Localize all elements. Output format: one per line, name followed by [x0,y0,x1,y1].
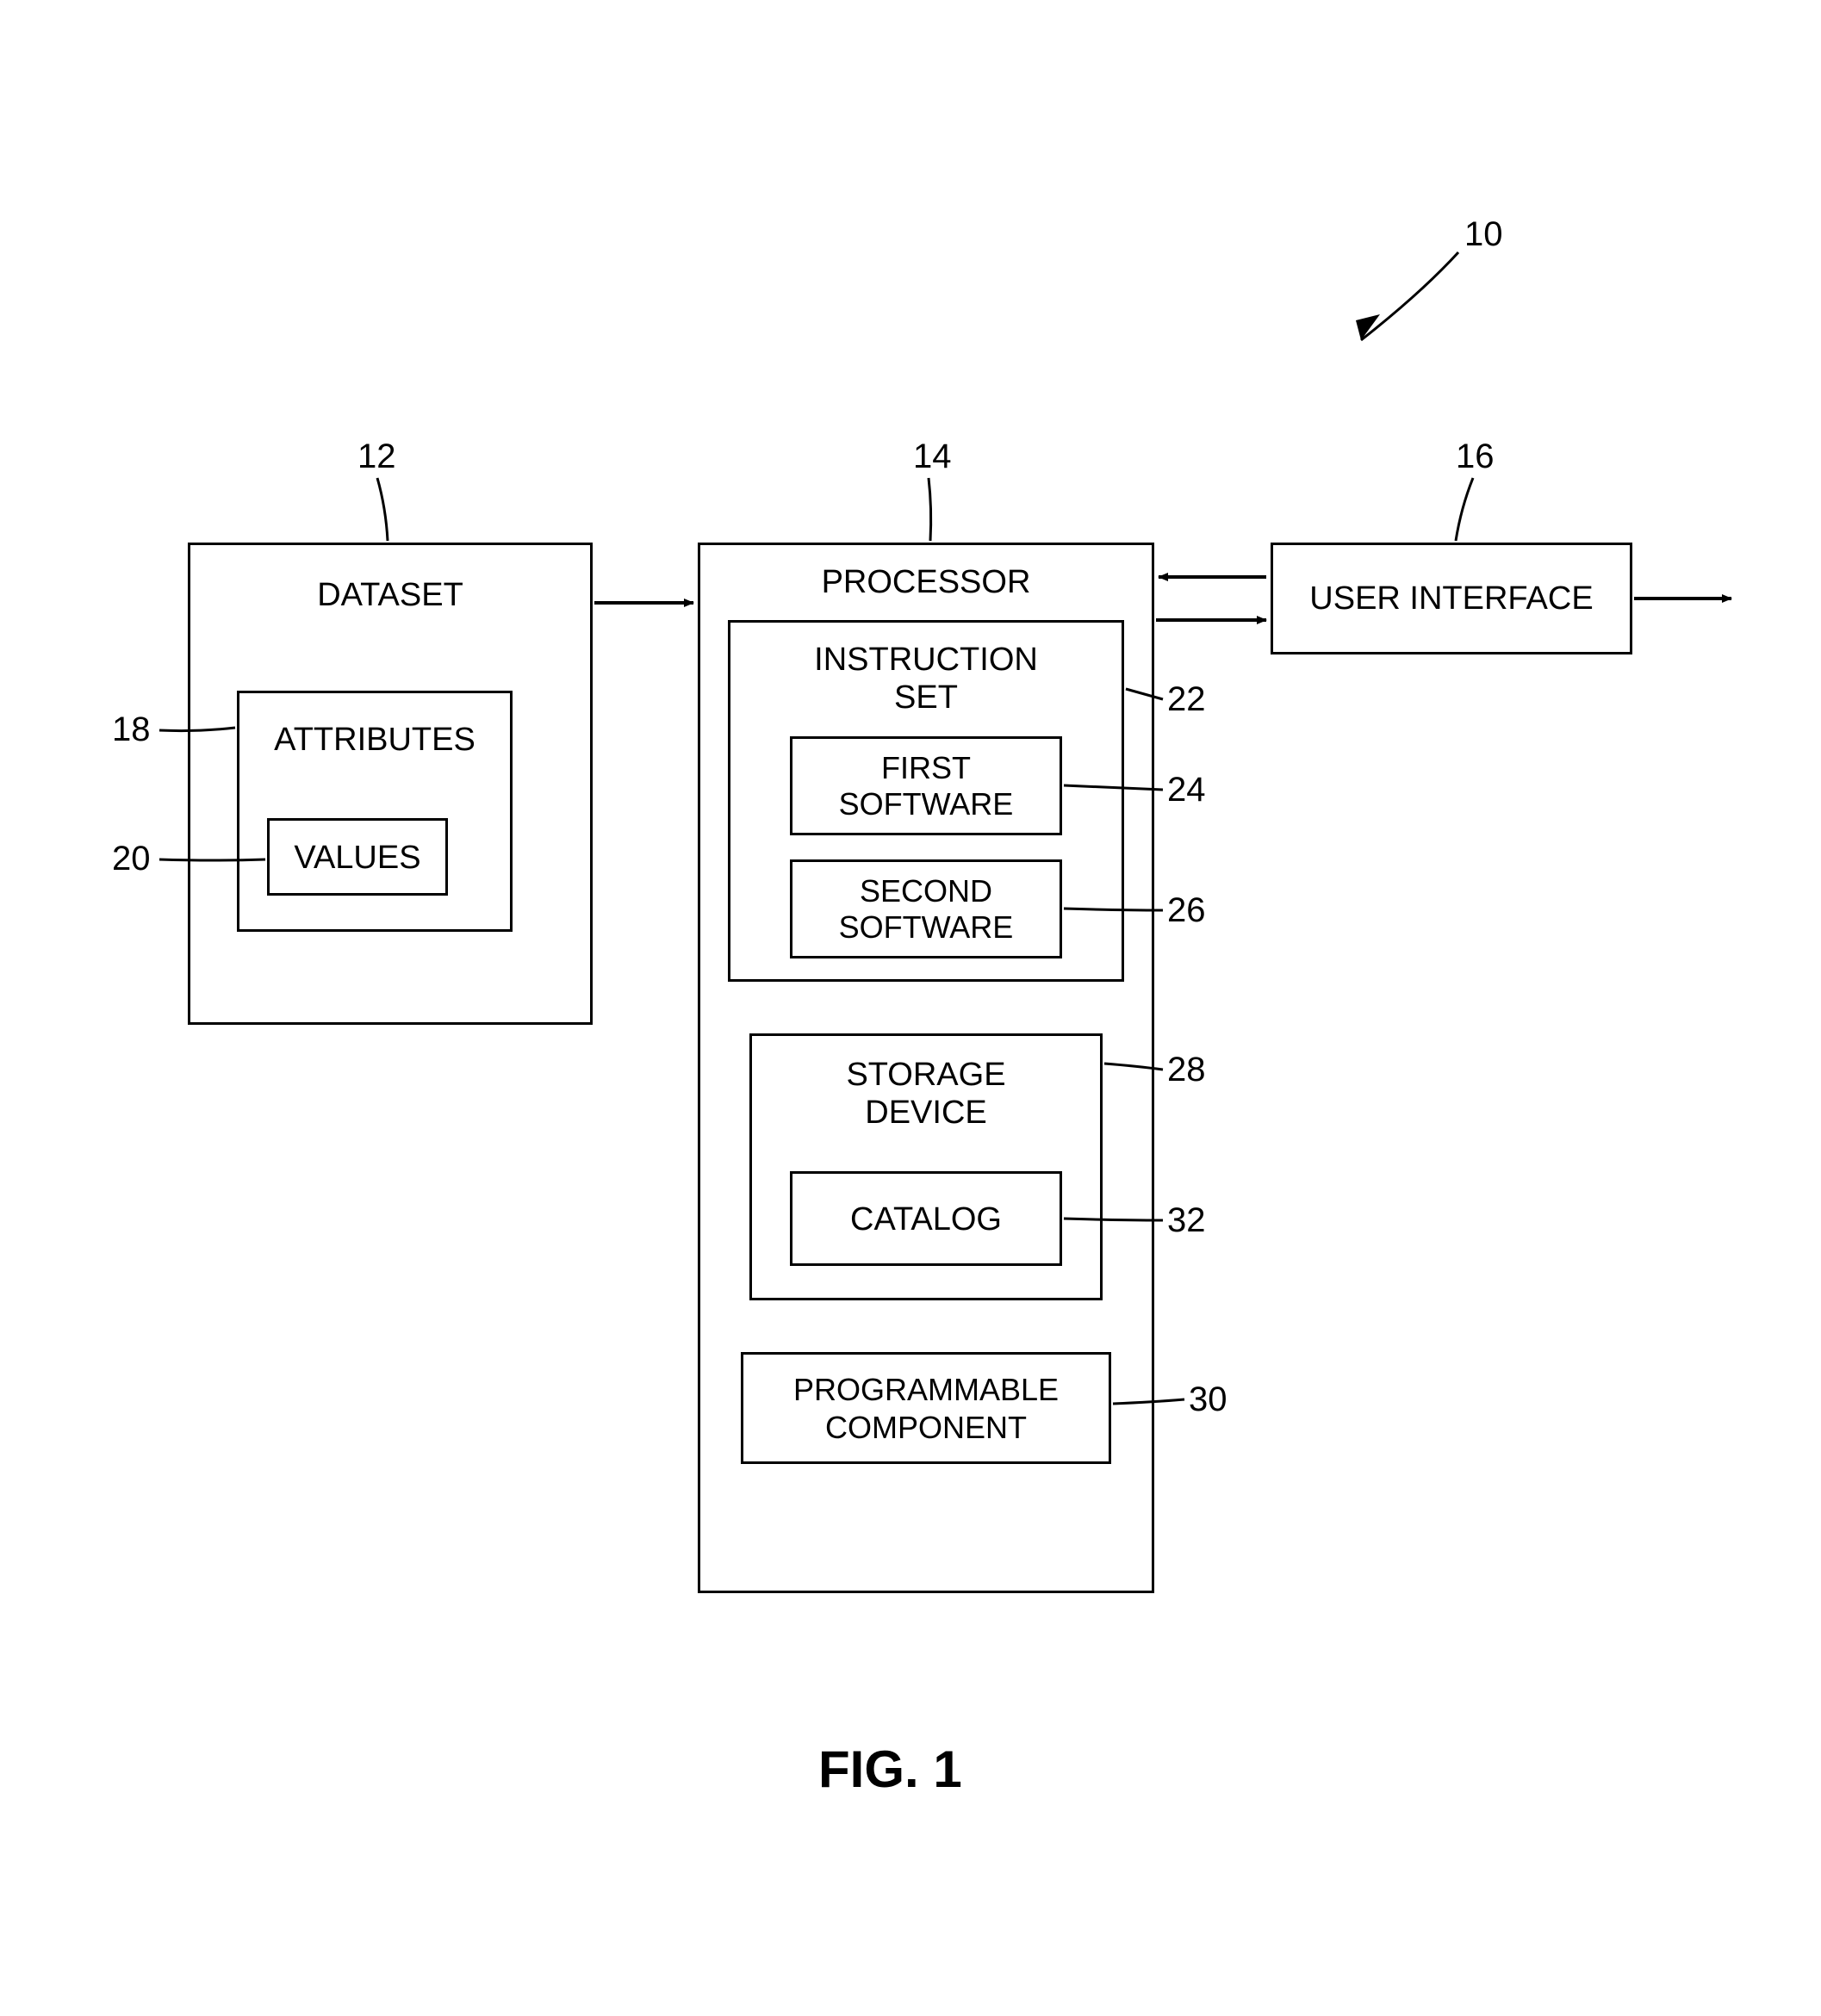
catalog-label: CATALOG [790,1201,1062,1238]
ref-16: 16 [1456,437,1495,476]
ref-20: 20 [112,840,151,878]
dataset-label: DATASET [188,577,593,614]
ref-22: 22 [1167,680,1206,719]
ref-32: 32 [1167,1201,1206,1240]
figure-canvas: DATASET ATTRIBUTES VALUES PROCESSOR INST… [0,0,1821,2016]
figure-caption: FIG. 1 [818,1740,962,1799]
values-label: VALUES [267,840,448,877]
second-software-label: SECOND SOFTWARE [790,873,1062,946]
ref-14: 14 [913,437,952,476]
first-software-label: FIRST SOFTWARE [790,750,1062,822]
processor-label: PROCESSOR [698,564,1154,601]
attributes-label: ATTRIBUTES [237,722,513,759]
ref-26: 26 [1167,891,1206,930]
user-interface-label: USER INTERFACE [1271,580,1632,617]
ref-28: 28 [1167,1051,1206,1089]
programmable-component-label: PROGRAMMABLE COMPONENT [741,1371,1111,1447]
ref-18: 18 [112,710,151,749]
ref-10: 10 [1464,215,1503,254]
ref-24: 24 [1167,771,1206,810]
storage-device-label: STORAGE DEVICE [749,1056,1103,1132]
ref-30: 30 [1189,1380,1227,1419]
ref-12: 12 [357,437,396,476]
instruction-set-label: INSTRUCTION SET [728,641,1124,716]
